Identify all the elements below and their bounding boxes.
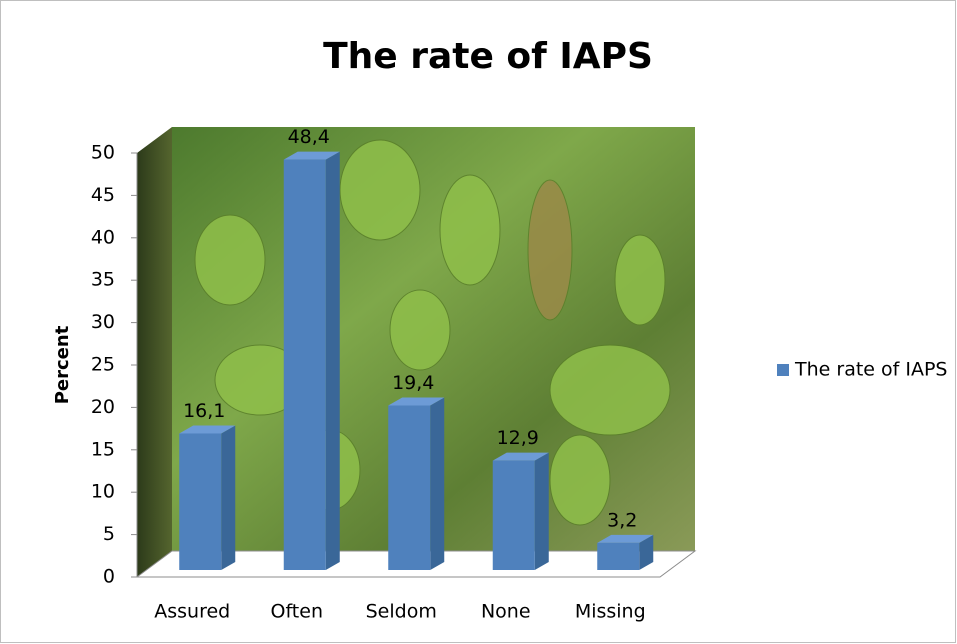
bar-side — [326, 152, 340, 570]
y-tick-label: 5 — [103, 523, 115, 545]
y-tick-label: 45 — [91, 184, 115, 206]
x-tick-label: Often — [271, 601, 324, 623]
bar — [493, 461, 535, 570]
y-axis-label: Percent — [52, 325, 73, 404]
y-tick-label: 0 — [103, 566, 115, 588]
data-label: 19,4 — [392, 372, 434, 394]
data-label: 48,4 — [288, 126, 330, 148]
chart-title: The rate of IAPS — [323, 36, 653, 77]
y-tick-label: 40 — [91, 226, 115, 248]
y-tick-label: 50 — [91, 142, 115, 164]
bar-side — [430, 397, 444, 570]
data-label: 12,9 — [497, 427, 539, 449]
y-tick-label: 30 — [91, 311, 115, 333]
legend-swatch — [777, 364, 789, 376]
legend-label: The rate of IAPS — [794, 359, 947, 381]
bar-side — [221, 425, 235, 570]
data-label: 16,1 — [183, 400, 225, 422]
y-tick-label: 10 — [91, 481, 115, 503]
x-tick-label: Missing — [575, 601, 646, 623]
bar — [597, 543, 639, 570]
bar — [179, 433, 221, 570]
x-tick-label: Assured — [154, 601, 230, 623]
bar — [284, 160, 326, 570]
bar — [388, 405, 430, 570]
x-tick-label: Seldom — [366, 601, 437, 623]
x-tick-label: None — [481, 601, 531, 623]
bar-side — [535, 453, 549, 570]
side-wall — [137, 127, 172, 577]
data-label: 3,2 — [607, 509, 637, 531]
chart: The rate of IAPS Percent The rate of IAP… — [0, 0, 957, 644]
y-tick-label: 25 — [91, 354, 115, 376]
y-tick-label: 15 — [91, 438, 115, 460]
page: The rate of IAPS Percent The rate of IAP… — [0, 0, 957, 644]
y-tick-label: 35 — [91, 269, 115, 291]
y-tick-label: 20 — [91, 396, 115, 418]
